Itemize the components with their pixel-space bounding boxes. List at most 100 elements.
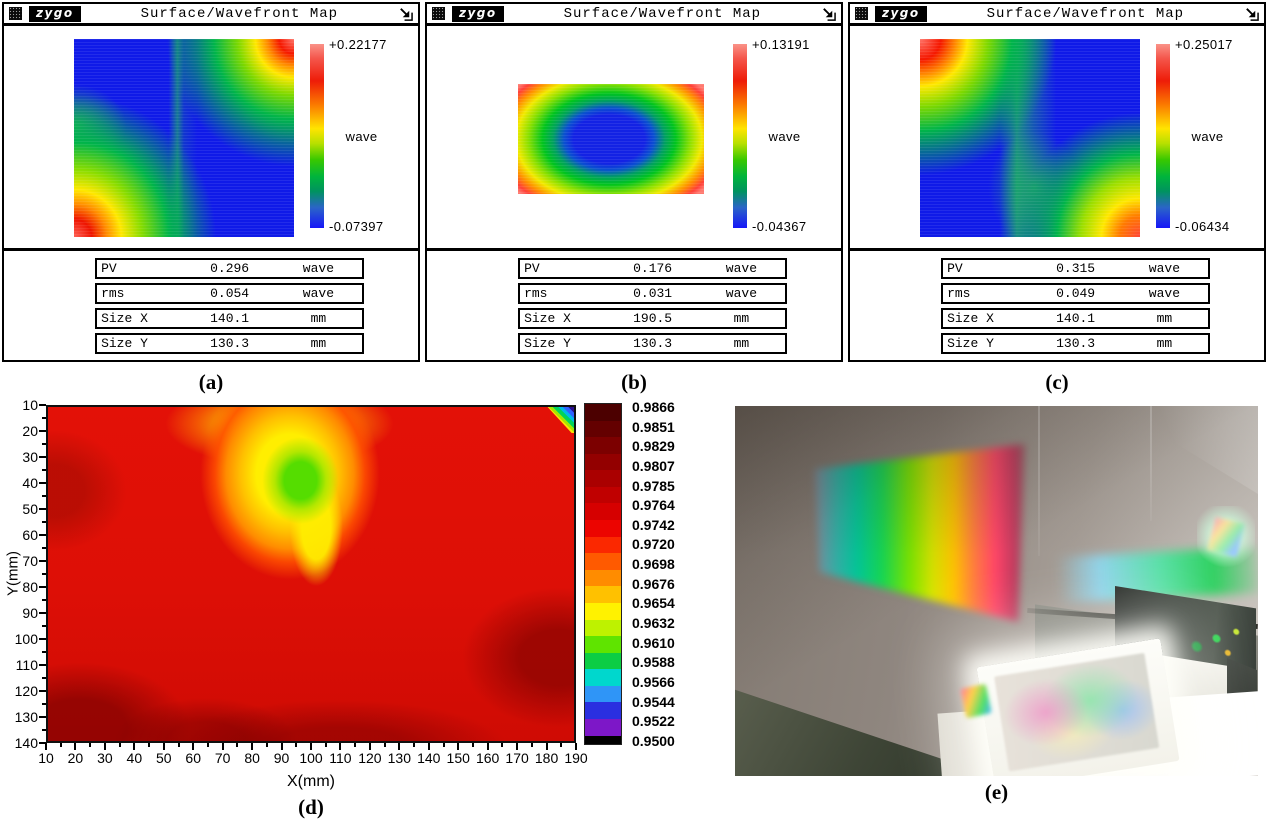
y-tick-label: 140 [14, 735, 38, 751]
corner-defect-region [547, 407, 574, 433]
close-icon[interactable] [855, 7, 868, 20]
stat-unit: wave [1148, 286, 1181, 301]
y-tick-mark [39, 560, 46, 562]
stat-value: 0.054 [210, 286, 250, 301]
x-tick-mark [295, 743, 298, 747]
x-tick-mark [516, 743, 519, 750]
colorbar-max-label: +0.25017 [1174, 37, 1233, 52]
stat-value: 0.031 [633, 286, 673, 301]
x-tick-mark [413, 743, 416, 747]
colorbar-unit-label: wave [345, 129, 378, 144]
y-tick-label: 20 [22, 423, 38, 439]
colorbar-band [585, 486, 621, 504]
y-tick-label: 110 [15, 657, 38, 673]
y-tick-mark [42, 520, 46, 523]
colorbar-max-label: +0.13191 [751, 37, 810, 52]
x-tick-label: 170 [505, 750, 529, 766]
table-row: PV 0.176 wave [518, 258, 788, 279]
y-tick-label: 120 [14, 683, 38, 699]
x-tick-label: 20 [67, 750, 84, 766]
panel-caption: (b) [621, 370, 647, 394]
x-tick-mark [133, 743, 136, 750]
y-tick-mark [42, 573, 46, 575]
y-tick-mark [42, 703, 46, 705]
stat-label: Size X [101, 311, 148, 326]
zygo-windows-row: zygo Surface/Wavefront Map +0.22177 wave… [0, 0, 1268, 395]
close-icon[interactable] [9, 7, 22, 20]
pushpin-icon[interactable] [398, 6, 413, 21]
y-tick-mark [39, 456, 46, 458]
d-y-ticks: 10 20 30 40 50 60 70 80 90 100 110 120 130 140 [8, 398, 40, 750]
heatmap-colorbar: 0.9866 0.9851 0.9829 0.9807 0.9785 0.9764 0.97… [584, 400, 714, 748]
colorbar-band [585, 453, 621, 471]
colorbar-tick-label: 0.9566 [632, 673, 675, 690]
wavefront-map-area: +0.13191 wave -0.04367 [427, 26, 841, 248]
colorbar-tick-label: 0.9866 [632, 399, 675, 415]
x-tick-label: 150 [446, 750, 470, 766]
pushpin-icon[interactable] [821, 6, 836, 21]
window-titlebar: zygo Surface/Wavefront Map [4, 4, 418, 26]
colorbar-tick-label: 0.9764 [632, 497, 675, 514]
colorbar-max-label: +0.22177 [328, 37, 387, 52]
close-icon[interactable] [432, 7, 445, 20]
x-tick-label: 80 [244, 750, 260, 766]
d-colorbar-labels: 0.9866 0.9851 0.9829 0.9807 0.9785 0.9764 0.97… [632, 400, 675, 748]
stats-table: PV 0.315 wave rms 0.049 wave Size X 140.… [850, 248, 1264, 360]
table-row: Size X 140.1 mm [941, 308, 1211, 329]
wavefront-map-area: +0.22177 wave -0.07397 [4, 26, 418, 248]
y-tick-mark [42, 599, 46, 601]
y-tick-mark [39, 508, 46, 510]
y-tick-mark [39, 404, 46, 406]
stat-unit: mm [733, 336, 750, 351]
pushpin-icon[interactable] [1244, 6, 1259, 21]
x-tick-mark [89, 743, 92, 747]
y-tick-mark [39, 586, 46, 588]
stat-unit: wave [302, 261, 335, 276]
x-tick-label: 70 [214, 750, 231, 766]
colorbar-tick-label: 0.9785 [632, 477, 675, 494]
zygo-logo: zygo [29, 5, 81, 22]
x-axis-title: X(mm) [287, 773, 335, 790]
colorbar-band [585, 553, 621, 570]
y-tick-mark [42, 417, 46, 419]
y-tick-label: 40 [22, 475, 38, 491]
d-y-tickmarks [39, 404, 46, 744]
table-row: rms 0.031 wave [518, 283, 788, 304]
y-tick-mark [39, 534, 46, 536]
stat-label: Size X [947, 311, 994, 326]
stats-table: PV 0.176 wave rms 0.031 wave Size X 190.… [427, 248, 841, 360]
x-tick-mark [192, 743, 195, 750]
stat-unit: mm [1156, 336, 1173, 351]
x-tick-label: 90 [273, 750, 290, 766]
colorbar-band [585, 718, 621, 736]
stat-value: 0.049 [1056, 286, 1096, 301]
y-tick-mark [39, 482, 46, 484]
colorbar-tick-label: 0.9610 [632, 634, 675, 651]
x-tick-mark [236, 743, 239, 747]
stat-value: 0.315 [1056, 261, 1096, 276]
stat-unit: wave [1148, 261, 1181, 276]
heatmap-plot-area [46, 405, 576, 743]
colorbar-band [585, 652, 621, 670]
stat-label: Size X [524, 311, 571, 326]
wavefront-map-image [920, 39, 1141, 237]
y-tick-mark [42, 677, 46, 679]
wavefront-colorbar [310, 44, 325, 228]
y-tick-mark [39, 637, 46, 640]
x-tick-label: 110 [329, 750, 352, 766]
colorbar-band [585, 470, 621, 487]
wall-seam [1038, 406, 1040, 556]
stat-unit: wave [302, 286, 335, 301]
panel-caption: (e) [984, 780, 1009, 804]
colorbar-band [585, 702, 621, 719]
table-row: Size X 190.5 mm [518, 308, 788, 329]
y-tick-label: 80 [22, 579, 38, 595]
panel-caption: (d) [298, 795, 324, 819]
x-tick-mark [457, 743, 460, 750]
colorbar-band [585, 669, 621, 686]
table-row: Size Y 130.3 mm [518, 333, 788, 354]
stat-label: rms [101, 286, 125, 301]
panel-caption: (c) [1045, 370, 1069, 394]
zygo-logo: zygo [452, 5, 504, 22]
colorbar-tick-label: 0.9807 [632, 457, 675, 474]
